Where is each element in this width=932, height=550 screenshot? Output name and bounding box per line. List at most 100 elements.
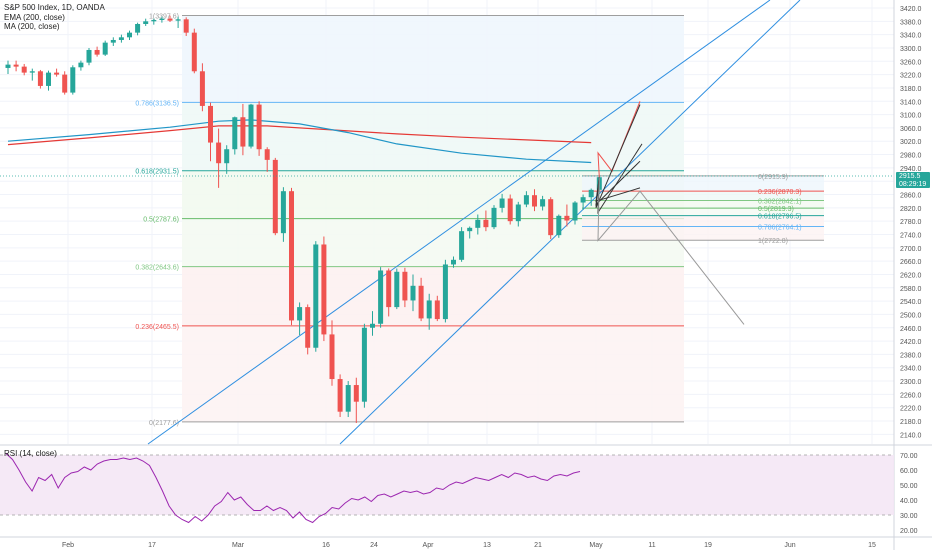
candle-body	[345, 385, 351, 412]
candle-body	[386, 270, 392, 308]
time-tick-label: 19	[704, 542, 712, 549]
price-tick-label: 2820.0	[900, 206, 922, 213]
fib-right-zone	[582, 200, 824, 209]
candle-body	[572, 202, 578, 221]
price-tick-label: 3020.0	[900, 139, 922, 146]
candle-body	[175, 19, 181, 21]
price-tick-label: 3300.0	[900, 46, 922, 53]
candle-body	[183, 19, 189, 33]
candle-body	[110, 39, 116, 43]
last-price-label: 2915.5	[899, 173, 921, 180]
candle-body	[370, 323, 375, 328]
candle-body	[216, 142, 222, 164]
fib-right-label: 0(2915.9)	[758, 174, 788, 181]
price-tick-label: 3260.0	[900, 59, 922, 66]
candle-body	[580, 197, 586, 203]
price-tick-label: 2780.0	[900, 219, 922, 226]
time-tick-label: Jun	[784, 542, 795, 549]
candle-body	[167, 18, 173, 21]
time-tick-label: 21	[534, 542, 542, 549]
symbol-title[interactable]: S&P 500 Index, 1D, OANDA	[4, 3, 105, 12]
price-tick-label: 3340.0	[900, 33, 922, 40]
candle-body	[264, 149, 270, 160]
price-tick-label: 2420.0	[900, 339, 922, 346]
fib-zone	[182, 266, 684, 326]
candle-body	[410, 285, 416, 301]
projection-path	[595, 177, 641, 202]
time-tick-label: Mar	[232, 542, 245, 549]
candle-body	[483, 219, 489, 228]
candle-body	[127, 32, 132, 38]
candle-body	[313, 244, 319, 348]
candle-body	[515, 204, 521, 222]
candle-body	[394, 271, 400, 308]
candle-body	[208, 105, 213, 143]
price-tick-label: 2620.0	[900, 272, 922, 279]
candle-body	[46, 72, 51, 86]
time-tick-label: 11	[648, 542, 655, 549]
fib-right-zone	[582, 208, 824, 216]
candle-body	[224, 149, 230, 164]
price-tick-label: 2700.0	[900, 246, 922, 253]
ma-line	[7, 125, 592, 146]
price-tick-label: 2500.0	[900, 312, 922, 319]
candle-body	[232, 117, 238, 150]
ma-legend[interactable]: MA (200, close)	[4, 22, 60, 32]
time-tick-label: 16	[322, 542, 330, 549]
candle-body	[151, 19, 157, 22]
fib-level-label: 0.786(3136.5)	[135, 100, 179, 107]
price-tick-label: 2260.0	[900, 392, 922, 399]
fib-level-label: 0(2177.6)	[149, 420, 179, 427]
candle-body	[5, 64, 11, 68]
candle-body	[159, 18, 165, 20]
candle-body	[378, 270, 384, 324]
candle-body	[540, 199, 546, 207]
fib-zone	[182, 15, 684, 103]
rsi-line	[5, 453, 581, 524]
price-tick-label: 3220.0	[900, 73, 922, 80]
fib-right-zone	[582, 191, 824, 201]
time-tick-label: 15	[868, 542, 876, 549]
fib-zone	[182, 325, 684, 422]
candle-body	[523, 195, 529, 205]
ema-legend[interactable]: EMA (200, close)	[4, 12, 65, 22]
candle-body	[507, 198, 513, 222]
candle-body	[191, 32, 197, 72]
rsi-tick-label: 20.00	[900, 528, 918, 535]
candle-body	[199, 71, 205, 106]
fib-level-label: 0.382(2643.6)	[135, 265, 179, 272]
price-tick-label: 2580.0	[900, 286, 922, 293]
candle-body	[426, 300, 432, 319]
fib-right-zone	[582, 215, 824, 227]
fib-right-zone	[582, 175, 824, 192]
price-tick-label: 3180.0	[900, 86, 922, 93]
last-price-badge	[896, 172, 930, 189]
candle-body	[272, 159, 278, 234]
candle-body	[21, 66, 27, 73]
candle-body	[135, 23, 141, 33]
candle-body	[564, 215, 570, 221]
candle-body	[402, 271, 408, 301]
candle-body	[54, 72, 60, 75]
candle-body	[289, 191, 294, 321]
candle-body	[248, 104, 254, 147]
trend-line-lower	[339, 0, 801, 445]
rsi-tick-label: 70.00	[900, 453, 918, 460]
candle-body	[37, 71, 43, 86]
price-tick-label: 2980.0	[900, 153, 922, 160]
rsi-legend[interactable]: RSI (14, close)	[4, 449, 57, 458]
fib-right-label: 0.618(2796.5)	[758, 214, 802, 221]
price-tick-label: 2940.0	[900, 166, 922, 173]
price-tick-label: 2140.0	[900, 432, 922, 439]
countdown-label: 08:29:19	[899, 181, 926, 188]
fib-right-label: 1(2722.8)	[758, 238, 788, 245]
candle-body	[588, 189, 594, 198]
candle-body	[321, 244, 327, 335]
candle-body	[361, 327, 367, 402]
candle-body	[418, 285, 424, 319]
candle-body	[102, 42, 108, 55]
price-tick-label: 2460.0	[900, 326, 922, 333]
candle-body	[62, 74, 68, 93]
time-tick-label: May	[589, 542, 603, 549]
